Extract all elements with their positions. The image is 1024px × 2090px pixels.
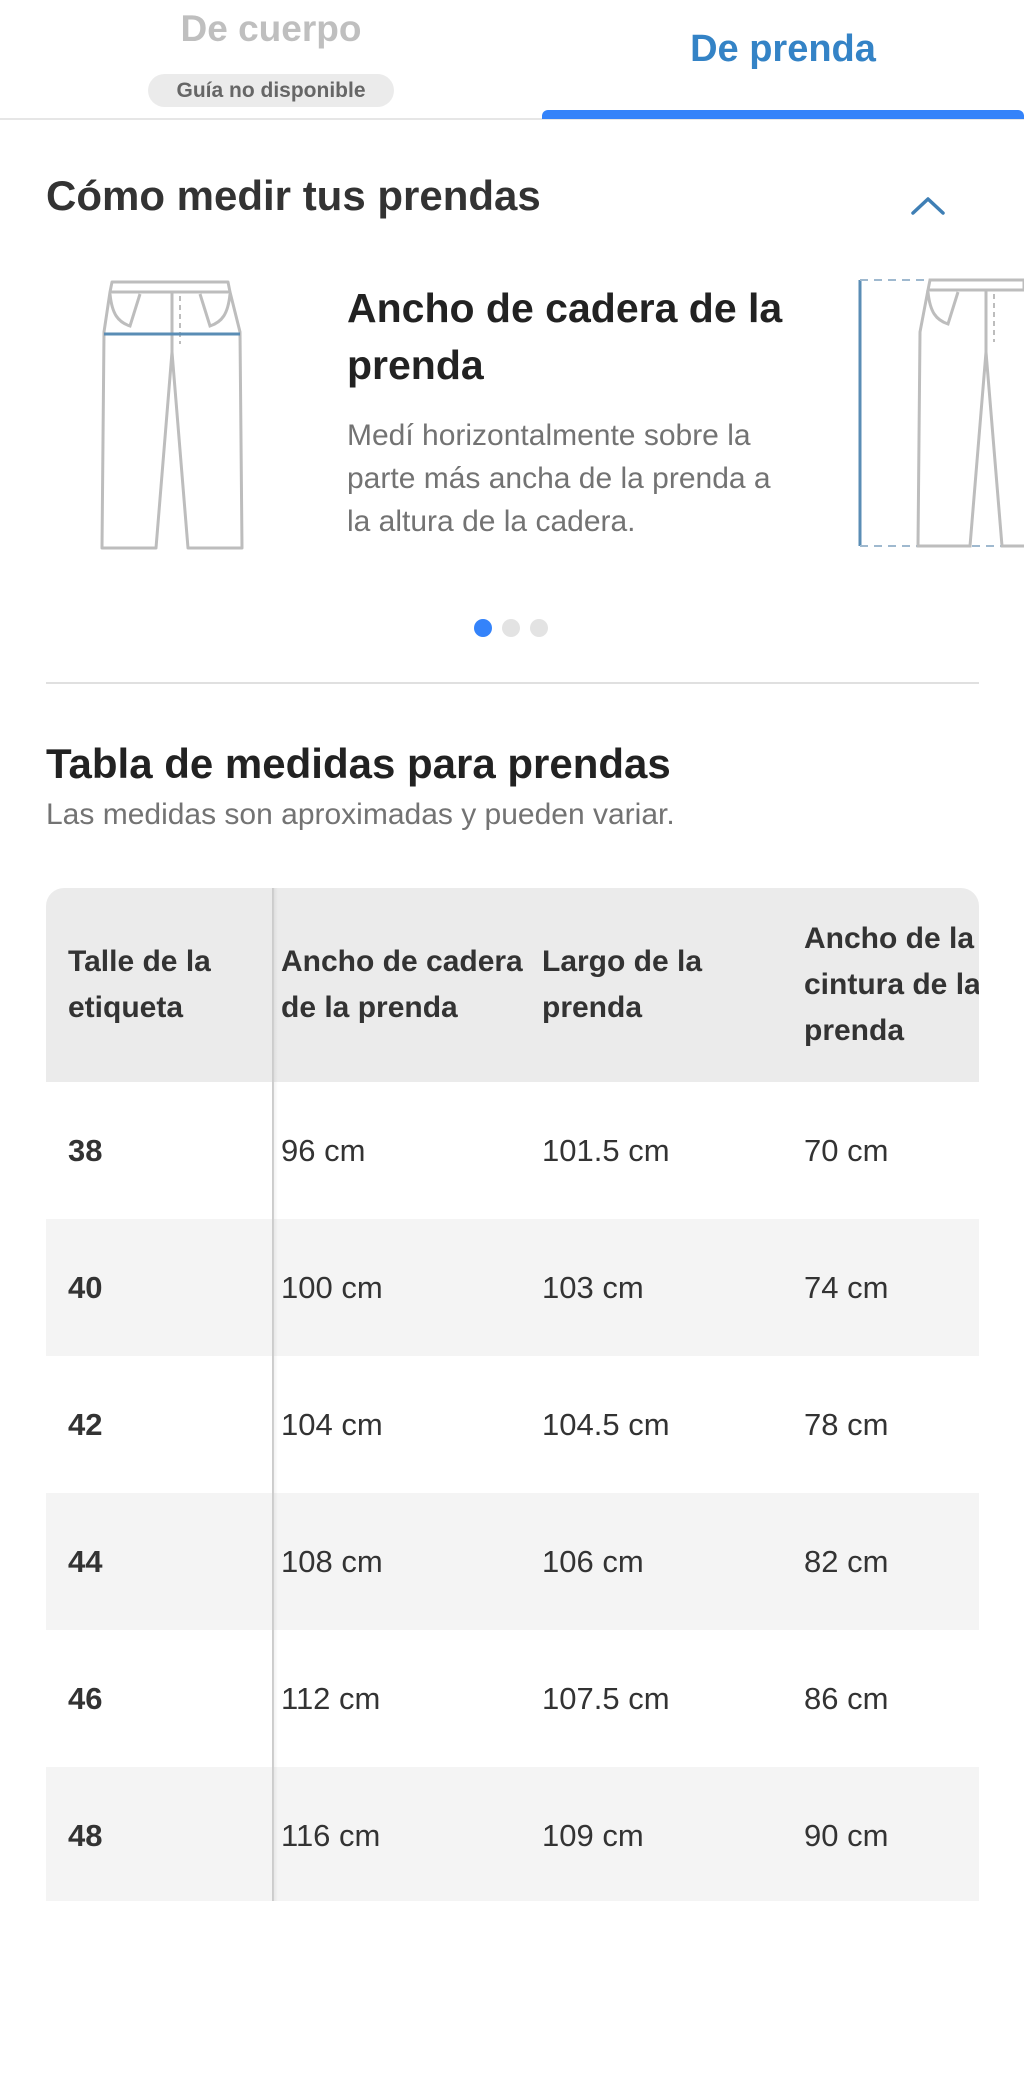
- carousel-dot-1[interactable]: [474, 619, 492, 637]
- table-row: 44 108 cm 106 cm 82 cm: [46, 1493, 979, 1630]
- table-row: 46 112 cm 107.5 cm 86 cm: [46, 1630, 979, 1767]
- slide-title: Ancho de cadera de la prenda: [347, 285, 783, 388]
- how-to-measure-title: Cómo medir tus prendas: [46, 172, 541, 219]
- table-row: 48 116 cm 109 cm 90 cm: [46, 1767, 979, 1901]
- size-cell: 48: [68, 1817, 103, 1853]
- size-cell: 46: [68, 1680, 103, 1716]
- waist-cell: 78 cm: [804, 1406, 889, 1442]
- header-waist-width: Ancho de la cintura de la prenda: [804, 922, 979, 1047]
- unavailable-badge: Guía no disponible: [148, 74, 394, 107]
- table-row: 40 100 cm 103 cm 74 cm: [46, 1219, 979, 1356]
- size-guide-tabs: De cuerpo Guía no disponible De prenda: [0, 0, 1024, 120]
- waist-cell: 90 cm: [804, 1817, 889, 1853]
- tab-body-measurements[interactable]: De cuerpo Guía no disponible: [0, 0, 512, 120]
- hip-cell: 112 cm: [281, 1680, 381, 1716]
- pants-length-illustration: [852, 272, 1024, 562]
- hip-cell: 96 cm: [281, 1132, 366, 1168]
- header-size-label: Talle de la etiqueta: [68, 945, 211, 1024]
- waist-cell: 82 cm: [804, 1543, 889, 1579]
- chevron-up-icon: [911, 197, 945, 215]
- table-header: Talle de la etiqueta Ancho de cadera de …: [46, 888, 979, 1082]
- length-cell: 106 cm: [542, 1543, 644, 1579]
- carousel-dot-3[interactable]: [530, 619, 548, 637]
- header-hip-width: Ancho de cadera de la prenda: [281, 945, 523, 1024]
- table-row: 38 96 cm 101.5 cm 70 cm: [46, 1082, 979, 1219]
- header-garment-length: Largo de la prenda: [542, 945, 703, 1024]
- table-row: 42 104 cm 104.5 cm 78 cm: [46, 1356, 979, 1493]
- size-table-title: Tabla de medidas para prendas: [46, 740, 671, 787]
- size-cell: 42: [68, 1406, 103, 1442]
- length-cell: 109 cm: [542, 1817, 644, 1853]
- active-tab-indicator: [542, 110, 1024, 119]
- waist-cell: 70 cm: [804, 1132, 889, 1168]
- length-cell: 104.5 cm: [542, 1406, 670, 1442]
- carousel-dot-2[interactable]: [502, 619, 520, 637]
- slide-description: Medí horizontalmente sobre la parte más …: [347, 419, 771, 538]
- pants-hip-illustration: [92, 272, 252, 562]
- sticky-column-shadow: [272, 888, 278, 1901]
- size-cell: 40: [68, 1269, 103, 1305]
- tab-garment-measurements[interactable]: De prenda: [542, 0, 1024, 120]
- waist-cell: 74 cm: [804, 1269, 889, 1305]
- hip-cell: 104 cm: [281, 1406, 383, 1442]
- hip-cell: 108 cm: [281, 1543, 383, 1579]
- size-table[interactable]: Talle de la etiqueta Ancho de cadera de …: [46, 888, 979, 1901]
- hip-cell: 100 cm: [281, 1269, 383, 1305]
- collapse-button[interactable]: [898, 183, 958, 227]
- carousel-dots: [474, 619, 548, 637]
- waist-cell: 86 cm: [804, 1680, 889, 1716]
- hip-cell: 116 cm: [281, 1817, 381, 1853]
- size-cell: 44: [68, 1543, 103, 1579]
- length-cell: 107.5 cm: [542, 1680, 670, 1716]
- section-divider: [46, 682, 979, 684]
- length-cell: 101.5 cm: [542, 1132, 670, 1168]
- tab-body-label: De cuerpo: [180, 8, 362, 49]
- sticky-column-divider: [272, 888, 274, 1901]
- length-cell: 103 cm: [542, 1269, 644, 1305]
- size-cell: 38: [68, 1132, 103, 1168]
- size-table-subtitle: Las medidas son aproximadas y pueden var…: [46, 798, 675, 831]
- tab-garment-label: De prenda: [690, 28, 876, 70]
